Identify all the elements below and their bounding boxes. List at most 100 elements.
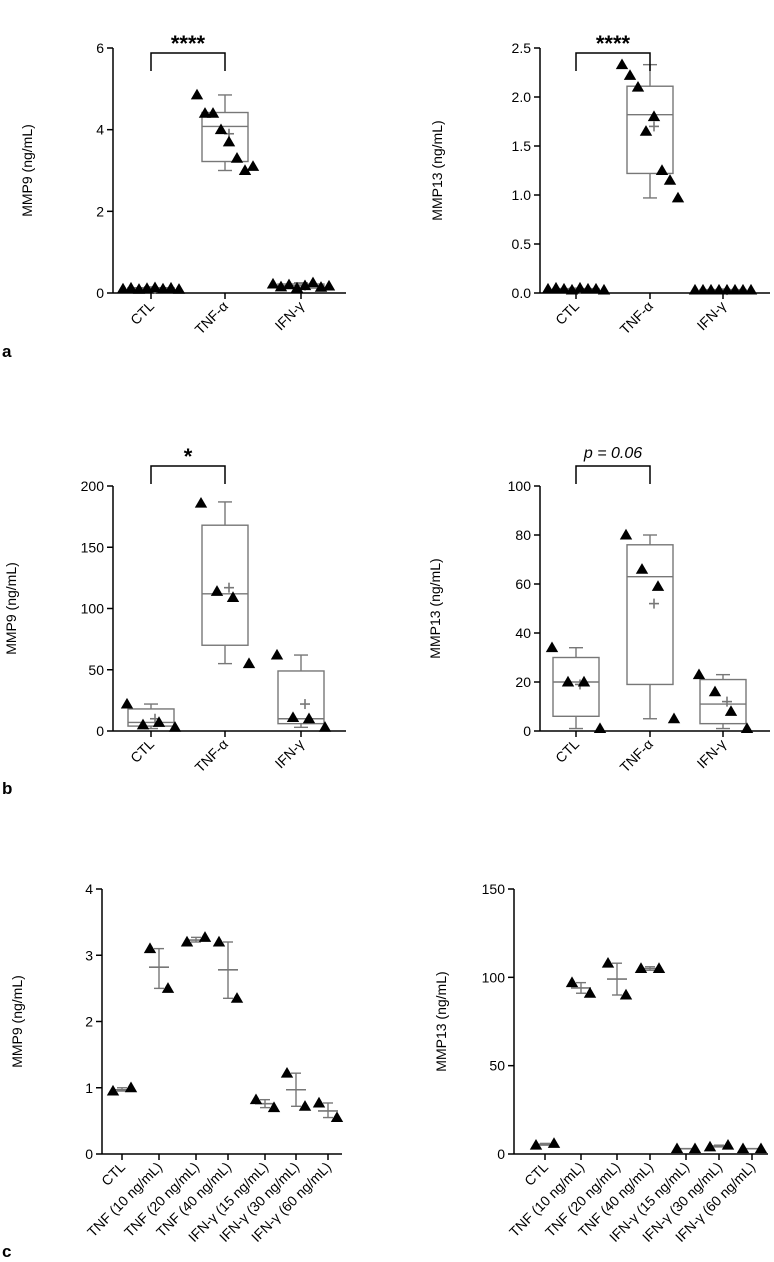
data-point — [267, 1101, 281, 1113]
data-point — [190, 88, 204, 100]
data-point — [152, 716, 166, 727]
y-axis-label: MMP9 (ng/mL) — [19, 124, 35, 217]
box-IFN-γ — [692, 668, 754, 734]
y-axis-label: MMP13 (ng/mL) — [429, 120, 445, 220]
box-iqr — [626, 544, 674, 686]
x-tick-label: CTL — [552, 298, 582, 328]
box-iqr — [552, 656, 600, 717]
box-mean-marker — [300, 699, 310, 710]
data-point — [148, 281, 162, 293]
y-tick-label: 200 — [81, 478, 105, 494]
box-CTL — [545, 641, 607, 734]
bracket-line — [575, 52, 651, 71]
bracket-line — [575, 465, 651, 484]
data-point — [583, 987, 597, 998]
significance-label: **** — [171, 31, 206, 56]
group-IFN-γ (60 ng/mL) — [312, 1096, 344, 1123]
data-point — [322, 279, 336, 291]
x-tick-label: CTL — [521, 1159, 551, 1189]
group-IFN-γ (15 ng/mL) — [249, 1093, 281, 1113]
data-point — [581, 282, 595, 294]
data-point — [577, 675, 591, 687]
box-mean-marker — [649, 598, 659, 609]
box-TNF-α — [190, 88, 260, 175]
box-iqr — [201, 524, 249, 646]
data-point — [703, 1140, 717, 1152]
box-iqr — [127, 708, 175, 727]
x-tick-label: CTL — [127, 736, 157, 766]
data-point — [704, 283, 718, 295]
y-tick-label: 50 — [489, 1058, 505, 1074]
data-point — [106, 1084, 120, 1096]
data-point — [573, 281, 587, 293]
box-CTL — [120, 697, 182, 732]
y-tick-label: 3 — [85, 947, 93, 963]
y-tick-label: 100 — [508, 478, 532, 494]
bracket-line — [150, 52, 226, 71]
data-point — [242, 657, 256, 669]
data-point — [286, 711, 300, 722]
y-tick-label: 1.5 — [512, 138, 532, 154]
x-tick-label: TNF-α — [617, 736, 657, 776]
y-tick-label: 0 — [96, 285, 104, 301]
data-point — [557, 282, 571, 294]
data-point — [120, 697, 134, 709]
data-point — [671, 191, 685, 203]
data-point — [565, 976, 579, 988]
data-point — [597, 283, 611, 295]
y-axis-label: MMP13 (ng/mL) — [427, 558, 443, 658]
panel-label-a: a — [2, 342, 12, 361]
box-IFN-γ — [266, 276, 336, 293]
chart-b-right: 0 20 40 60 80 100 MMP13 (ng/mL) CTL TNF-α IFN-γ p … — [427, 445, 770, 775]
data-point — [696, 283, 710, 295]
y-tick-label: 0.5 — [512, 236, 532, 252]
group-CTL — [529, 1137, 561, 1150]
box-iqr — [626, 85, 674, 175]
y-tick-label: 2 — [96, 203, 104, 219]
box-TNF-α — [194, 496, 256, 669]
data-point — [721, 1138, 735, 1150]
x-tick-label: CTL — [552, 736, 582, 766]
data-point — [282, 278, 296, 290]
chart-b-left: 0 50 100 150 200 MMP9 (ng/mL) CTL TNF-α IFN-γ * — [3, 444, 346, 775]
y-tick-label: 6 — [96, 40, 104, 56]
y-axis-label: MMP13 (ng/mL) — [433, 971, 449, 1071]
significance-bracket: **** — [150, 31, 226, 71]
data-point — [330, 1111, 344, 1123]
data-point — [688, 283, 702, 295]
data-point — [635, 563, 649, 574]
data-point — [124, 281, 138, 293]
group-TNF (10 ng/mL) — [565, 976, 597, 998]
group-TNF (20 ng/mL) — [180, 931, 212, 947]
data-point — [214, 123, 228, 135]
group-IFN-γ (15 ng/mL) — [670, 1142, 702, 1154]
panel-label-b: b — [2, 779, 13, 798]
y-tick-label: 1.0 — [512, 187, 532, 203]
y-tick-label: 0 — [85, 1146, 93, 1162]
significance-label: * — [184, 444, 193, 469]
box-iqr — [277, 670, 325, 725]
y-tick-label: 40 — [515, 625, 531, 641]
data-point — [164, 281, 178, 293]
y-tick-label: 2.0 — [512, 89, 532, 105]
x-tick-label: IFN-γ — [694, 298, 730, 334]
y-tick-label: 0 — [497, 1146, 505, 1162]
y-tick-label: 150 — [482, 881, 506, 897]
data-point — [708, 685, 722, 697]
data-point — [634, 962, 648, 973]
data-point — [754, 1142, 768, 1154]
data-point — [589, 282, 603, 294]
data-point — [198, 931, 212, 942]
x-tick-label: TNF-α — [192, 736, 232, 776]
data-point — [238, 164, 252, 175]
y-tick-label: 100 — [482, 969, 506, 985]
y-tick-label: 1 — [85, 1080, 93, 1096]
box-IFN-γ — [688, 283, 758, 296]
data-point — [692, 668, 706, 680]
data-point — [655, 164, 669, 175]
box-CTL — [116, 281, 186, 294]
group-TNF (40 ng/mL) — [634, 962, 666, 973]
